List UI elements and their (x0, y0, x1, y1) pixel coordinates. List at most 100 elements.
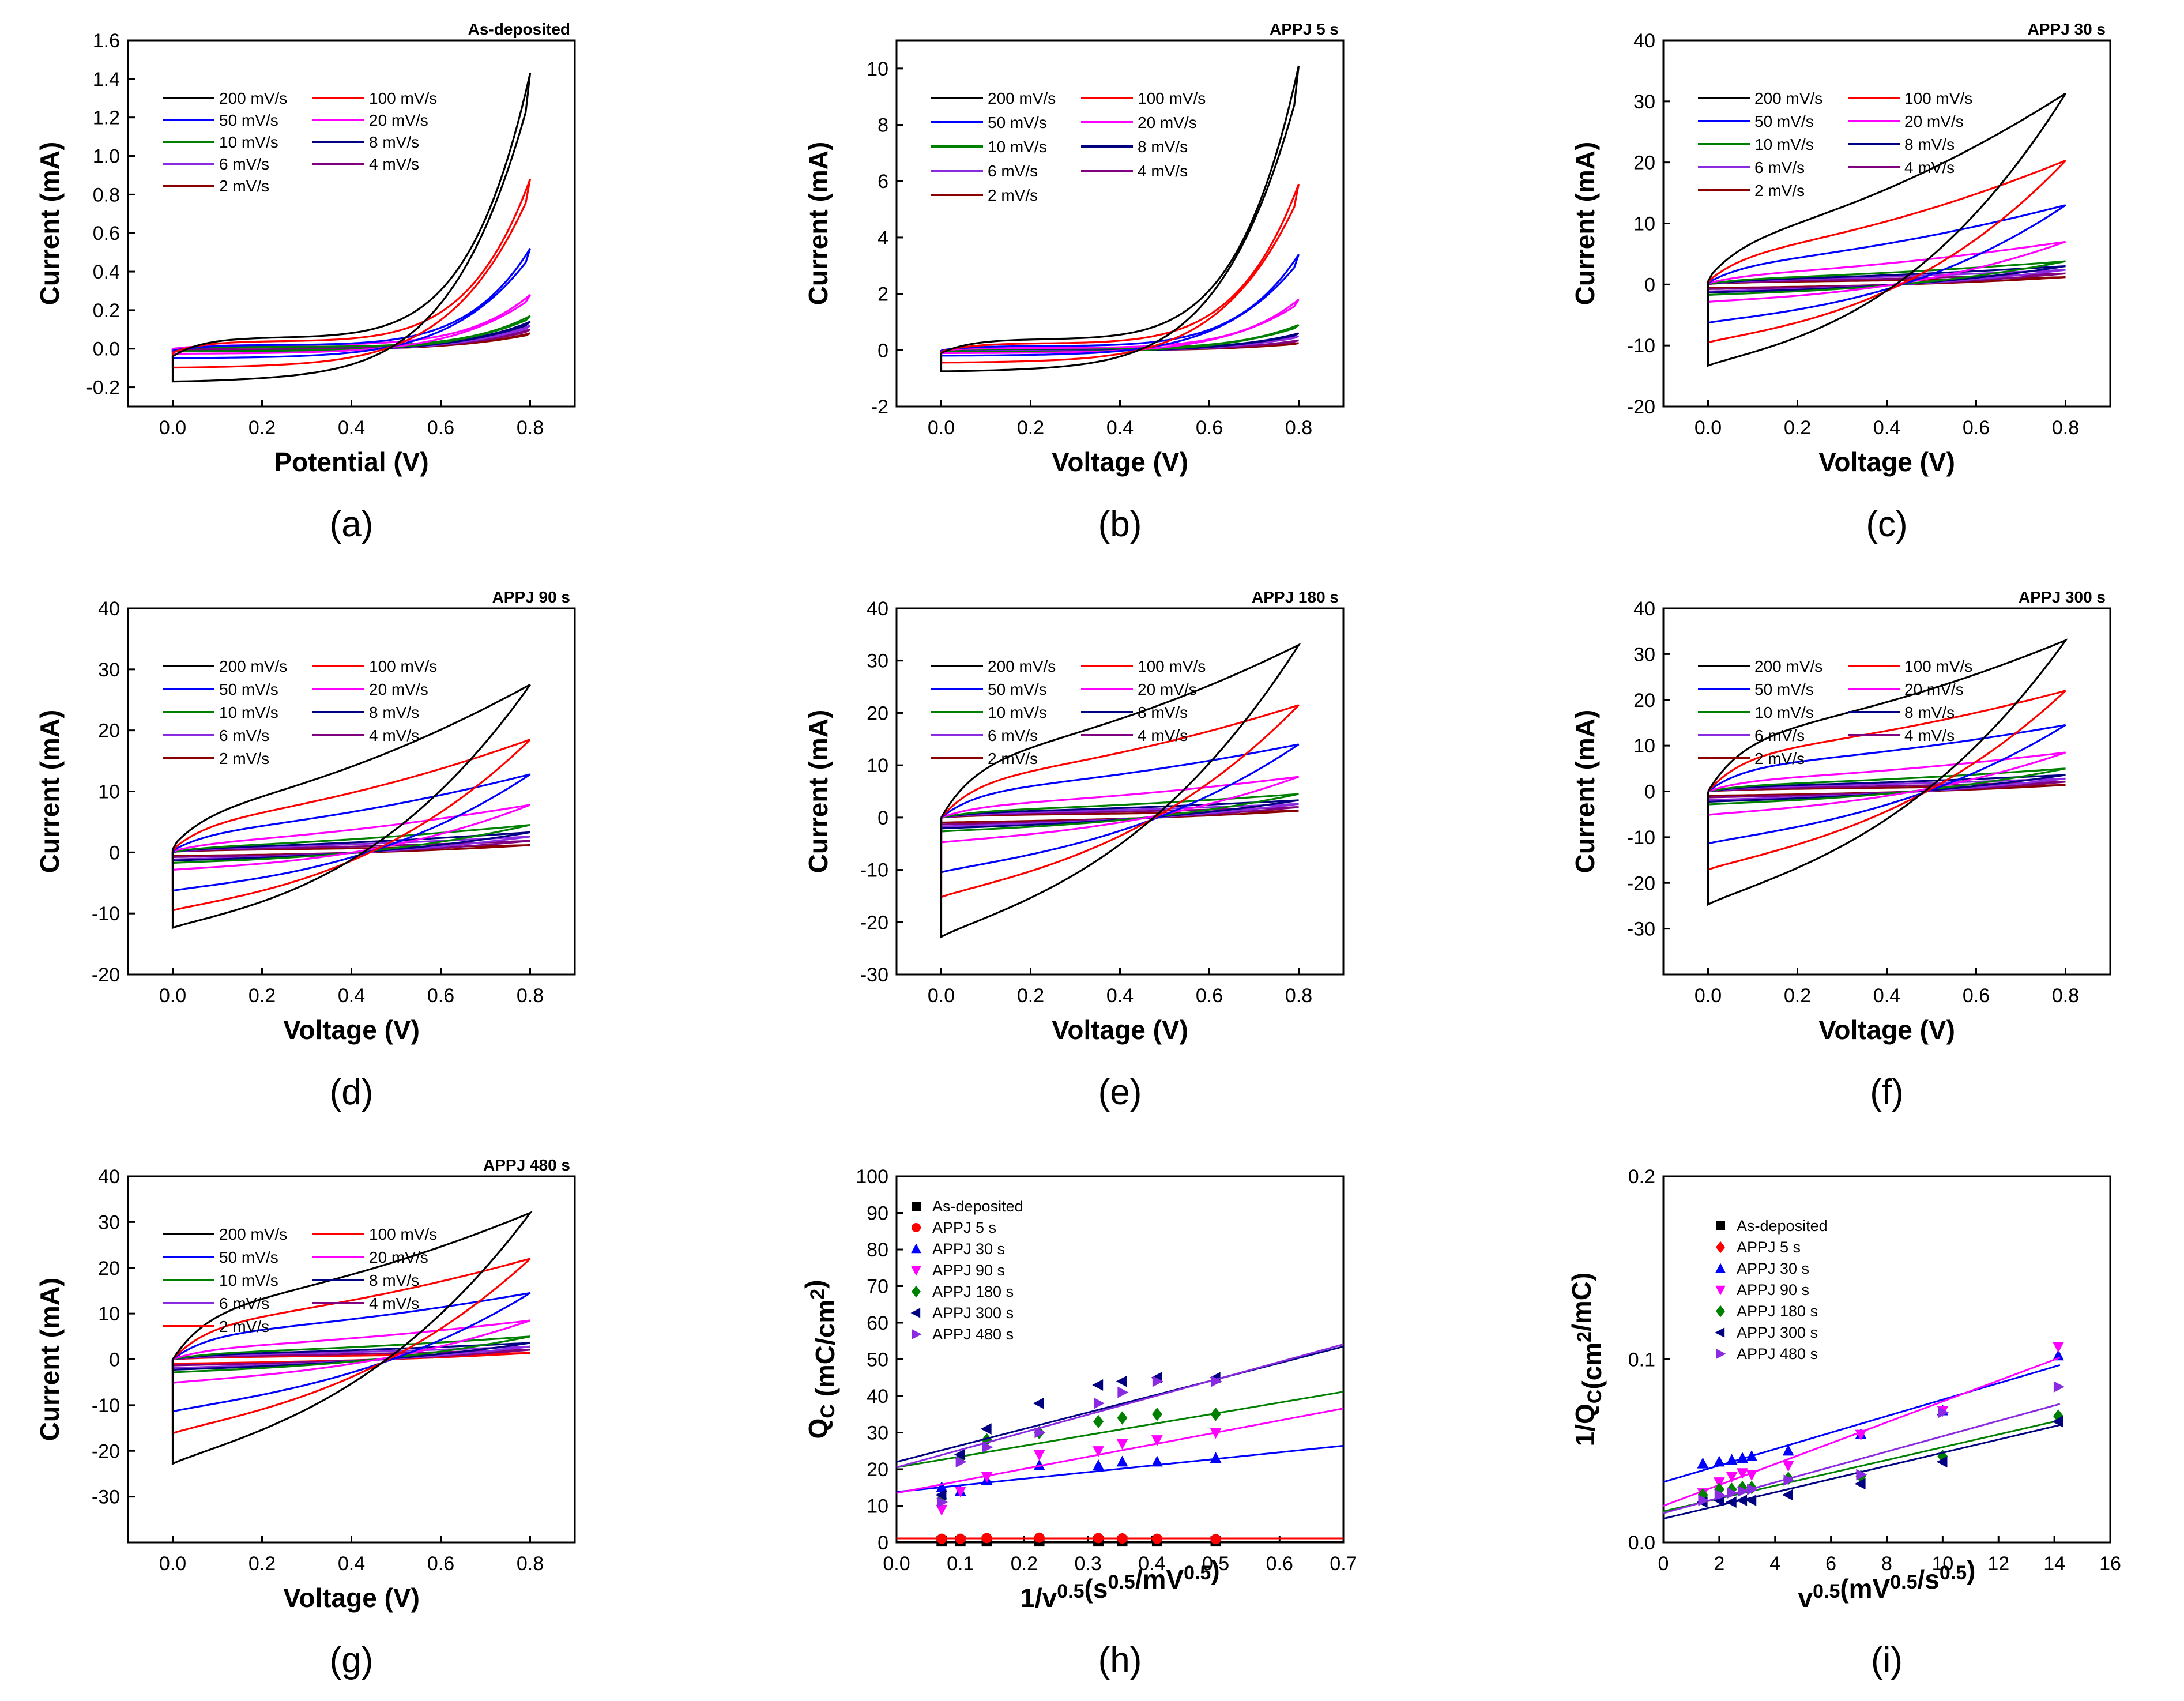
y-tick-label: 20 (867, 1459, 888, 1481)
x-axis-label: 1/v0.5(s0.5/mV0.5) (1020, 1555, 1219, 1613)
data-point (955, 1456, 967, 1468)
legend-label: 200 mV/s (219, 89, 287, 107)
y-label-part: ) (800, 1279, 830, 1288)
legend-label: 50 mV/s (988, 114, 1047, 131)
fit-line (1663, 1403, 2061, 1514)
data-point (1736, 1495, 1748, 1506)
y-label-part: /mC) (1567, 1273, 1596, 1331)
legend-label: 20 mV/s (1904, 680, 1964, 698)
series-appj-480-s (896, 1344, 1344, 1508)
y-tick-label: -2 (871, 396, 888, 418)
data-point (1210, 1428, 1222, 1439)
data-point (1033, 1459, 1045, 1470)
legend-label: 20 mV/s (369, 111, 428, 129)
data-point (1856, 1469, 1867, 1481)
data-point (1092, 1379, 1104, 1391)
legend-label: 10 mV/s (1754, 136, 1814, 153)
data-point (1151, 1533, 1162, 1544)
chart-title: APPJ 30 s (2028, 20, 2106, 38)
y-tick-label: 8 (878, 115, 888, 137)
y-tick-label: 100 (856, 1166, 888, 1188)
cv-loop-100-mv-s (1707, 160, 2066, 344)
cv-loop-20-mv-s (940, 299, 1300, 354)
data-point (1151, 1435, 1163, 1446)
data-point (1737, 1452, 1748, 1463)
data-point (2053, 1342, 2064, 1353)
x-tick-label: 0.0 (928, 417, 955, 439)
cv-loop-10-mv-s (171, 824, 530, 864)
x-tick-label: 0.2 (248, 1553, 276, 1575)
data-point (1726, 1472, 1738, 1483)
x-tick-label: 0.1 (947, 1553, 974, 1575)
data-point (1938, 1406, 1949, 1418)
series-appj-300-s (896, 1345, 1344, 1501)
y-tick-label: 0.0 (93, 338, 120, 360)
data-point (1727, 1487, 1738, 1499)
x-tick-label: 14 (2043, 1553, 2065, 1575)
cv-loop-50-mv-s (171, 1292, 531, 1413)
data-point (1211, 1375, 1222, 1387)
y-tick-label: 10 (867, 1496, 888, 1518)
data-point (1093, 1414, 1104, 1429)
cv-loop-50-mv-s (940, 254, 1300, 357)
chart-title: APPJ 5 s (1270, 20, 1339, 38)
x-tick-label: 0.2 (1784, 417, 1811, 439)
legend-label: 4 mV/s (1138, 162, 1188, 180)
chart-title: APPJ 180 s (1252, 588, 1339, 606)
legend-label: APPJ 30 s (1737, 1260, 1809, 1277)
x-tick-label: 0.8 (1285, 417, 1312, 439)
y-tick-label: 0 (878, 807, 888, 829)
x-label-part: /s (1918, 1564, 1940, 1594)
legend-label: APPJ 480 s (932, 1326, 1014, 1343)
data-point (2053, 1381, 2065, 1393)
data-point (954, 1448, 965, 1461)
legend-marker (1716, 1221, 1725, 1230)
legend-label: 20 mV/s (1138, 680, 1197, 698)
y-tick-label: 30 (1633, 91, 1655, 113)
x-tick-label: 0.5 (1202, 1553, 1229, 1575)
x-tick-label: 0.8 (517, 1553, 544, 1575)
y-tick-label: 40 (98, 1166, 120, 1188)
data-point (1116, 1439, 1128, 1450)
data-point (1725, 1496, 1737, 1508)
chart-title: APPJ 480 s (483, 1156, 570, 1174)
y-tick-label: -30 (1627, 919, 1655, 940)
data-point (1936, 1456, 1948, 1468)
x-tick-label: 0.6 (1196, 985, 1223, 1007)
x-label-part: 0.5 (1057, 1580, 1084, 1602)
panel-caption: (a) (330, 505, 374, 544)
legend-marker (1716, 1241, 1725, 1254)
y-label-part: 2 (1573, 1331, 1595, 1342)
legend-label: 6 mV/s (988, 727, 1038, 744)
data-point (1746, 1470, 1758, 1481)
legend-label: APPJ 480 s (1737, 1345, 1818, 1363)
legend-label: 6 mV/s (988, 162, 1038, 180)
y-tick-label: -10 (92, 903, 120, 925)
cv-loop-4-mv-s (171, 840, 530, 859)
legend-label: 4 mV/s (1904, 727, 1955, 744)
legend-label: 200 mV/s (988, 89, 1056, 107)
cv-loop-100-mv-s (940, 704, 1300, 898)
y-tick-label: -10 (1627, 335, 1655, 357)
x-tick-label: 0.8 (2052, 417, 2079, 439)
cv-loop-100-mv-s (940, 183, 1300, 364)
panel-caption: (c) (1866, 505, 1907, 544)
x-axis-label: Voltage (V) (283, 1015, 420, 1045)
chart-b: 0.0 0.2 0.4 0.6 0.8 -2 0 2 4 6 8 10 APPJ 5 s Voltage … (803, 20, 1345, 544)
x-tick-label: 0.2 (1017, 985, 1044, 1007)
cv-loop-50-mv-s (171, 248, 532, 359)
legend-label: APPJ 5 s (932, 1219, 996, 1236)
legend-label: 8 mV/s (1138, 138, 1188, 156)
data-point (1737, 1485, 1749, 1497)
x-tick-label: 0.2 (1017, 417, 1044, 439)
x-tick-label: 6 (1825, 1553, 1836, 1575)
y-tick-label: 1.0 (93, 146, 120, 168)
cv-loop-50-mv-s (1707, 204, 2066, 324)
x-tick-label: 8 (1881, 1553, 1892, 1575)
y-tick-label: 10 (1633, 213, 1655, 235)
cv-loop-200-mv-s (171, 1210, 533, 1465)
y-tick-label: -10 (1627, 827, 1655, 849)
data-point (1151, 1408, 1162, 1421)
legend-label: 100 mV/s (369, 657, 437, 675)
y-label-part: C (1584, 1390, 1606, 1404)
